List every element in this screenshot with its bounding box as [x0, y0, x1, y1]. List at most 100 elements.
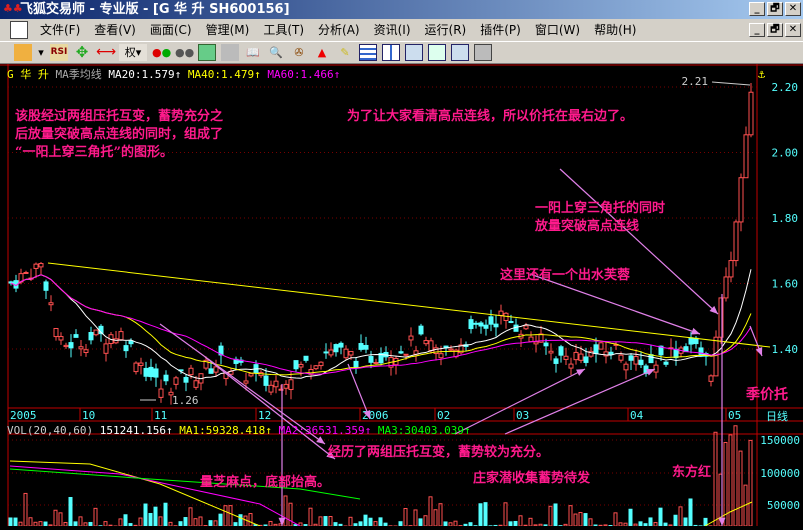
date-label: 11 — [154, 409, 167, 422]
candle — [664, 362, 668, 364]
candle — [299, 364, 303, 367]
pencil-icon[interactable]: ✎ — [336, 44, 354, 61]
volume-bar — [439, 504, 442, 526]
candle — [619, 355, 623, 360]
menu-item[interactable]: 窗口(W) — [535, 19, 580, 41]
candle — [734, 222, 738, 261]
price-tick: 1.80 — [772, 212, 799, 225]
volume-header: VOL(20,40,60) 151241.156↑ MA1:59328.418↑… — [7, 424, 471, 437]
candle — [134, 363, 138, 371]
candle — [354, 361, 358, 367]
volume-bar — [44, 522, 47, 526]
volume-bar — [14, 518, 17, 526]
candle — [569, 364, 573, 368]
menu-item[interactable]: 资讯(I) — [374, 19, 411, 41]
volume-bar — [184, 518, 187, 526]
vol-ma3: MA3:30403.039↑ — [378, 424, 471, 437]
menu-item[interactable]: 帮助(H) — [594, 19, 636, 41]
volume-bar — [229, 506, 232, 526]
volume-bar — [59, 513, 62, 526]
volume-bar — [39, 522, 42, 526]
candle — [474, 323, 478, 324]
volume-bar — [689, 499, 692, 526]
rights-icon[interactable]: 权▾ — [119, 44, 147, 61]
red-green-icon[interactable]: ●● — [152, 44, 170, 61]
volume-bar — [684, 518, 687, 526]
candle — [494, 324, 498, 327]
menu-item[interactable]: 管理(M) — [206, 19, 250, 41]
volume-bar — [234, 523, 237, 526]
move-icon[interactable]: ✥ — [73, 44, 91, 61]
candle — [729, 261, 733, 277]
volume-bar — [289, 503, 292, 526]
candle — [249, 374, 253, 376]
restore-button[interactable]: 🗗 — [767, 2, 783, 16]
candle — [529, 337, 533, 342]
candle — [649, 355, 653, 363]
book-icon[interactable]: 📖 — [244, 44, 262, 61]
annotation-summary: 该股经过两组压托互变，蓄势充分之 后放量突破高点连线的同时，组成了 “一阳上穿三… — [15, 108, 223, 162]
candle — [624, 364, 628, 370]
volume-bar — [269, 521, 272, 526]
menu-item[interactable]: 文件(F) — [40, 19, 80, 41]
candle — [59, 337, 63, 340]
minimize-button[interactable]: _ — [749, 2, 765, 16]
menu-item[interactable]: 工具(T) — [263, 19, 304, 41]
ma60-value: MA60:1.466↑ — [267, 68, 340, 81]
resize-icon[interactable]: ⟷ — [96, 44, 114, 61]
title-bar: ♣♣ 飞狐交易师 - 专业版 - [G 华 升 SH600156] _ 🗗 ✕ — [0, 0, 803, 19]
menu-item[interactable]: 分析(A) — [318, 19, 360, 41]
candle — [599, 343, 603, 349]
annotation-east-red: 东方红 — [672, 464, 711, 482]
child-restore-button[interactable]: 🗗 — [767, 23, 783, 37]
volume-bar — [169, 522, 172, 526]
child-minimize-button[interactable]: _ — [749, 23, 765, 37]
close-button[interactable]: ✕ — [785, 2, 801, 16]
columns-icon[interactable] — [382, 44, 400, 61]
child-close-button[interactable]: ✕ — [785, 23, 801, 37]
volume-bar — [659, 508, 662, 526]
candle — [79, 347, 83, 349]
window4-icon[interactable] — [474, 44, 492, 61]
volume-bar — [164, 503, 167, 526]
candle — [24, 272, 28, 273]
volume-bar — [334, 523, 337, 526]
rsi-icon[interactable]: RSI — [50, 44, 68, 61]
copy-icon[interactable] — [221, 44, 239, 61]
candle — [194, 381, 198, 388]
candle — [159, 389, 163, 397]
chart-doc-icon[interactable] — [10, 21, 28, 39]
f10-icon[interactable] — [198, 44, 216, 61]
volume-bar — [329, 517, 332, 526]
high-label: 2.21 — [682, 75, 709, 88]
candle — [524, 326, 528, 329]
window1-icon[interactable] — [405, 44, 423, 61]
menu-item[interactable]: 画面(C) — [150, 19, 192, 41]
menu-item[interactable]: 查看(V) — [94, 19, 136, 41]
candle — [329, 350, 333, 355]
open-icon[interactable] — [14, 44, 32, 61]
window3-icon[interactable] — [451, 44, 469, 61]
candle — [739, 178, 743, 222]
candle — [534, 342, 538, 344]
rows-icon[interactable] — [359, 44, 377, 61]
candle — [594, 345, 598, 354]
menu-item[interactable]: 运行(R) — [425, 19, 467, 41]
volume-bar — [34, 522, 37, 526]
volume-bar — [549, 506, 552, 526]
volume-bar — [244, 516, 247, 526]
volume-bar — [519, 516, 522, 526]
stamp-icon[interactable]: ✇ — [290, 44, 308, 61]
menu-item[interactable]: 插件(P) — [480, 19, 521, 41]
window2-icon[interactable] — [428, 44, 446, 61]
vol-ma1: MA1:59328.418↑ — [179, 424, 272, 437]
gray-icon[interactable]: ●● — [175, 44, 193, 61]
dropdown-icon[interactable]: ▾ — [37, 44, 45, 61]
volume-bar — [144, 504, 147, 526]
candle — [189, 368, 193, 374]
alarm-icon[interactable]: ▲ — [313, 44, 331, 61]
search-icon[interactable]: 🔍 — [267, 44, 285, 61]
volume-bar — [374, 522, 377, 526]
date-label: 2006 — [362, 409, 389, 422]
